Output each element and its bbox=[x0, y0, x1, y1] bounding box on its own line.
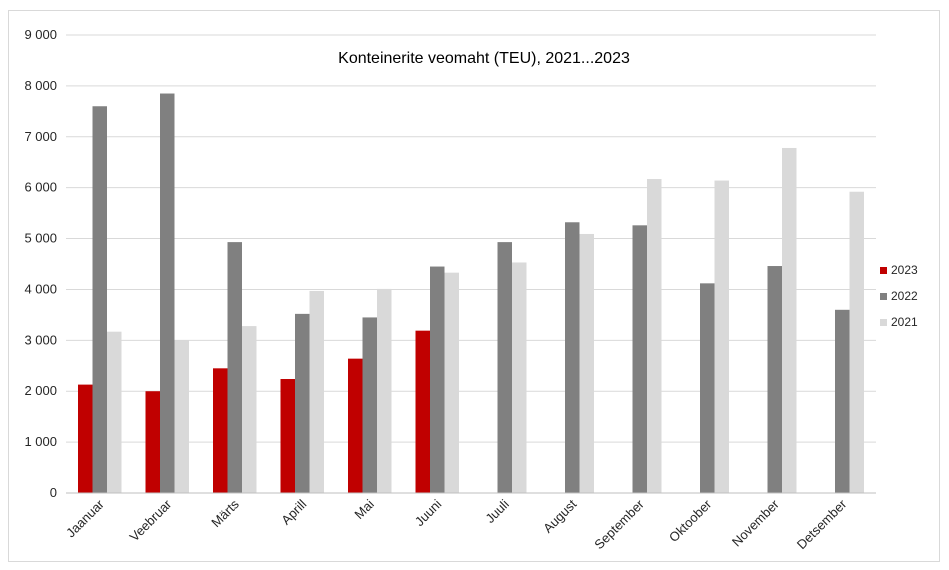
bar-2021-september bbox=[647, 179, 662, 493]
x-tick-label: Juuli bbox=[482, 496, 512, 526]
x-tick-label: Oktoober bbox=[666, 496, 715, 545]
x-tick-label: August bbox=[540, 496, 579, 535]
bar-2021-jaanuar bbox=[107, 331, 122, 493]
legend-label-2022: 2022 bbox=[891, 289, 918, 303]
bar-2021-veebruar bbox=[174, 340, 189, 493]
x-tick-labels: Jaanuar Veebruar Märts Aprill Mai Juuni Juuli A… bbox=[63, 496, 850, 552]
bar-2022-september bbox=[632, 225, 647, 493]
y-tick-label: 6 000 bbox=[24, 180, 57, 195]
bar-2023-mai bbox=[348, 358, 363, 493]
y-tick-label: 0 bbox=[50, 485, 57, 500]
chart-title: Konteinerite veomaht (TEU), 2021...2023 bbox=[338, 50, 630, 67]
bar-2021-aprill bbox=[309, 290, 324, 493]
bar-2022-juuni bbox=[430, 266, 445, 493]
bar-2023-märts bbox=[213, 368, 228, 493]
y-tick-label: 2 000 bbox=[24, 383, 57, 398]
y-tick-label: 9 000 bbox=[24, 27, 57, 42]
x-tick-label: Detsember bbox=[794, 496, 850, 552]
legend-swatch-2023 bbox=[880, 267, 887, 274]
x-tick-label: November bbox=[729, 496, 782, 549]
y-tick-label: 5 000 bbox=[24, 231, 57, 246]
bar-2021-juuni bbox=[444, 272, 459, 493]
x-tick-label: Mai bbox=[351, 496, 376, 521]
bar-2021-mai bbox=[377, 288, 392, 493]
bar-2022-märts bbox=[227, 242, 242, 493]
bar-2022-jaanuar bbox=[92, 106, 107, 493]
bar-2021-juuli bbox=[512, 262, 527, 493]
bar-2023-jaanuar bbox=[78, 384, 93, 493]
legend-swatch-2022 bbox=[880, 293, 887, 300]
bar-2023-veebruar bbox=[145, 391, 160, 493]
x-tick-label: Veebruar bbox=[126, 496, 174, 544]
y-tick-label: 8 000 bbox=[24, 78, 57, 93]
x-tick-label: Jaanuar bbox=[63, 496, 107, 540]
x-tick-label: Juuni bbox=[412, 496, 445, 529]
bar-2022-mai bbox=[362, 317, 377, 493]
bar-2022-detsember bbox=[835, 309, 850, 493]
gridlines bbox=[66, 34, 876, 443]
bar-2021-detsember bbox=[849, 191, 864, 493]
y-tick-label: 7 000 bbox=[24, 129, 57, 144]
bar-2021-august bbox=[579, 233, 594, 493]
bar-2021-oktoober bbox=[714, 180, 729, 493]
bar-2022-aprill bbox=[295, 313, 310, 493]
bar-2022-november bbox=[767, 266, 782, 493]
bar-2022-oktoober bbox=[700, 283, 715, 493]
x-tick-label: September bbox=[591, 496, 647, 552]
y-tick-label: 4 000 bbox=[24, 281, 57, 296]
y-tick-label: 1 000 bbox=[24, 434, 57, 449]
x-tick-label: Aprill bbox=[278, 496, 309, 527]
legend-label-2021: 2021 bbox=[891, 315, 918, 329]
legend-label-2023: 2023 bbox=[891, 263, 918, 277]
legend-swatch-2021 bbox=[880, 319, 887, 326]
bar-2023-juuni bbox=[415, 330, 430, 493]
bar-2022-august bbox=[565, 222, 580, 493]
bar-2022-juuli bbox=[497, 242, 512, 493]
legend: 2023 2022 2021 bbox=[880, 263, 918, 329]
bars bbox=[78, 93, 864, 494]
bar-2021-november bbox=[782, 147, 797, 493]
bar-2022-veebruar bbox=[160, 93, 175, 494]
y-tick-labels: 0 1 000 2 000 3 000 4 000 5 000 6 000 7 000 8 00… bbox=[24, 27, 57, 500]
bar-2023-aprill bbox=[280, 379, 295, 493]
y-tick-label: 3 000 bbox=[24, 332, 57, 347]
bar-2021-märts bbox=[242, 326, 257, 493]
x-tick-label: Märts bbox=[208, 496, 242, 530]
chart-border bbox=[8, 10, 940, 562]
